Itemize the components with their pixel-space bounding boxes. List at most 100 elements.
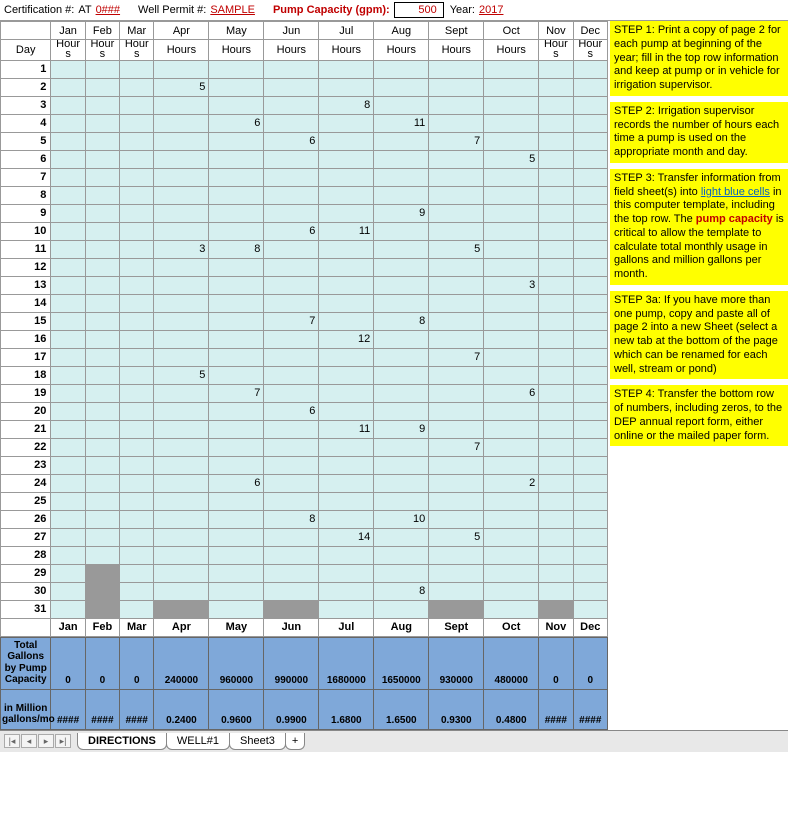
- hours-cell[interactable]: 5: [154, 78, 209, 96]
- hours-cell[interactable]: 7: [264, 312, 319, 330]
- hours-cell[interactable]: 14: [319, 528, 374, 546]
- hours-cell[interactable]: [264, 258, 319, 276]
- hours-cell[interactable]: [85, 168, 119, 186]
- hours-cell[interactable]: [319, 204, 374, 222]
- hours-cell[interactable]: [209, 348, 264, 366]
- hours-cell[interactable]: [264, 564, 319, 582]
- hours-cell[interactable]: [484, 186, 539, 204]
- hours-cell[interactable]: [573, 438, 607, 456]
- hours-cell[interactable]: [573, 330, 607, 348]
- hours-cell[interactable]: [51, 582, 85, 600]
- hours-cell[interactable]: 7: [429, 438, 484, 456]
- hours-cell[interactable]: [573, 114, 607, 132]
- hours-cell[interactable]: [539, 294, 573, 312]
- hours-cell[interactable]: [319, 78, 374, 96]
- hours-cell[interactable]: [319, 132, 374, 150]
- hours-cell[interactable]: [429, 294, 484, 312]
- hours-cell[interactable]: [85, 258, 119, 276]
- hours-cell[interactable]: [51, 528, 85, 546]
- hours-cell[interactable]: [154, 276, 209, 294]
- hours-cell[interactable]: [209, 276, 264, 294]
- hours-cell[interactable]: 7: [429, 132, 484, 150]
- hours-cell[interactable]: [484, 456, 539, 474]
- hours-cell[interactable]: [85, 456, 119, 474]
- hours-cell[interactable]: [51, 204, 85, 222]
- hours-cell[interactable]: 2: [484, 474, 539, 492]
- hours-cell[interactable]: [573, 240, 607, 258]
- hours-cell[interactable]: [429, 420, 484, 438]
- hours-cell[interactable]: [429, 168, 484, 186]
- hours-cell[interactable]: [85, 60, 119, 78]
- hours-cell[interactable]: [264, 366, 319, 384]
- hours-cell[interactable]: [319, 546, 374, 564]
- hours-cell[interactable]: [374, 600, 429, 618]
- hours-cell[interactable]: [319, 582, 374, 600]
- hours-cell[interactable]: [573, 168, 607, 186]
- hours-cell[interactable]: [51, 510, 85, 528]
- hours-cell[interactable]: [374, 240, 429, 258]
- hours-cell[interactable]: [209, 402, 264, 420]
- hours-cell[interactable]: [484, 528, 539, 546]
- hours-cell[interactable]: [429, 312, 484, 330]
- hours-cell[interactable]: [429, 474, 484, 492]
- hours-cell[interactable]: [573, 186, 607, 204]
- hours-cell[interactable]: [154, 420, 209, 438]
- hours-cell[interactable]: [209, 258, 264, 276]
- hours-cell[interactable]: [85, 312, 119, 330]
- hours-cell[interactable]: [539, 240, 573, 258]
- hours-cell[interactable]: [120, 582, 154, 600]
- hours-cell[interactable]: [429, 456, 484, 474]
- nav-first-icon[interactable]: |◂: [4, 734, 20, 748]
- hours-cell[interactable]: [539, 330, 573, 348]
- hours-cell[interactable]: [539, 78, 573, 96]
- hours-cell[interactable]: [319, 60, 374, 78]
- hours-cell[interactable]: [484, 204, 539, 222]
- hours-cell[interactable]: [484, 564, 539, 582]
- hours-cell[interactable]: [120, 510, 154, 528]
- hours-cell[interactable]: [51, 330, 85, 348]
- hours-cell[interactable]: [484, 330, 539, 348]
- hours-cell[interactable]: [120, 456, 154, 474]
- hours-cell[interactable]: [319, 186, 374, 204]
- hours-cell[interactable]: [319, 510, 374, 528]
- hours-cell[interactable]: [319, 258, 374, 276]
- hours-cell[interactable]: [484, 168, 539, 186]
- hours-cell[interactable]: [374, 474, 429, 492]
- hours-cell[interactable]: [484, 420, 539, 438]
- hours-cell[interactable]: [85, 78, 119, 96]
- hours-cell[interactable]: [484, 114, 539, 132]
- hours-cell[interactable]: 11: [319, 420, 374, 438]
- hours-cell[interactable]: [539, 420, 573, 438]
- hours-cell[interactable]: [154, 258, 209, 276]
- hours-cell[interactable]: [51, 60, 85, 78]
- hours-cell[interactable]: [85, 294, 119, 312]
- hours-cell[interactable]: [264, 78, 319, 96]
- hours-cell[interactable]: [484, 96, 539, 114]
- hours-cell[interactable]: [429, 330, 484, 348]
- hours-cell[interactable]: [484, 294, 539, 312]
- hours-cell[interactable]: [319, 474, 374, 492]
- hours-cell[interactable]: [120, 294, 154, 312]
- hours-cell[interactable]: [484, 222, 539, 240]
- hours-cell[interactable]: [573, 492, 607, 510]
- hours-cell[interactable]: [573, 222, 607, 240]
- hours-cell[interactable]: [154, 474, 209, 492]
- hours-cell[interactable]: [264, 438, 319, 456]
- hours-cell[interactable]: [85, 564, 119, 582]
- hours-cell[interactable]: [154, 402, 209, 420]
- hours-cell[interactable]: [51, 564, 85, 582]
- hours-cell[interactable]: [539, 204, 573, 222]
- hours-cell[interactable]: [120, 492, 154, 510]
- hours-cell[interactable]: [154, 132, 209, 150]
- hours-cell[interactable]: [573, 546, 607, 564]
- hours-cell[interactable]: [429, 600, 484, 618]
- hours-cell[interactable]: [374, 366, 429, 384]
- hours-cell[interactable]: [319, 456, 374, 474]
- hours-cell[interactable]: [51, 438, 85, 456]
- hours-cell[interactable]: [154, 348, 209, 366]
- hours-cell[interactable]: [120, 546, 154, 564]
- hours-cell[interactable]: [51, 600, 85, 618]
- hours-cell[interactable]: 6: [209, 474, 264, 492]
- hours-cell[interactable]: 5: [429, 528, 484, 546]
- hours-cell[interactable]: 8: [264, 510, 319, 528]
